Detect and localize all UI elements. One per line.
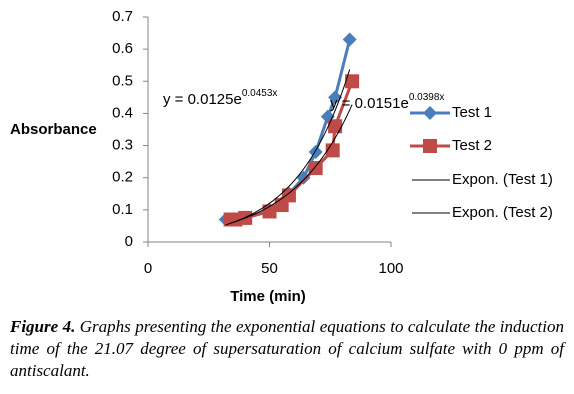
trendline-equation: y = 0.0125e0.0453x — [163, 88, 277, 108]
marker — [281, 188, 296, 203]
caption-label: Figure 4. — [10, 317, 76, 336]
equation-exponent: 0.0398x — [409, 92, 445, 103]
marker — [345, 74, 360, 89]
y-tick-label: 0.7 — [112, 8, 133, 25]
y-tick-label: 0.4 — [112, 104, 133, 121]
equation-base: y = 0.0125e — [163, 91, 242, 108]
equation-base: y = 0.0151e — [330, 95, 409, 112]
marker — [308, 161, 323, 176]
y-tick-label: 0.1 — [112, 201, 133, 218]
y-tick-label: 0.6 — [112, 40, 133, 57]
y-tick-label: 0.2 — [112, 169, 133, 186]
caption: Figure 4. Graphs presenting the exponent… — [10, 316, 564, 382]
caption-text: Graphs presenting the exponential equati… — [10, 317, 564, 380]
y-axis-label: Absorbance — [10, 121, 97, 138]
x-axis-label: Time (min) — [230, 288, 306, 305]
marker — [342, 32, 357, 47]
legend-label: Test 1 — [452, 104, 492, 121]
equation-exponent: 0.0453x — [242, 88, 278, 99]
y-tick-label: 0 — [125, 233, 133, 250]
y-tick-label: 0.3 — [112, 137, 133, 154]
trendline — [225, 69, 351, 226]
marker — [308, 145, 323, 159]
legend-marker — [423, 106, 437, 120]
marker — [328, 119, 343, 134]
legend-label: Expon. (Test 2) — [452, 204, 553, 221]
x-tick-label: 100 — [378, 260, 403, 277]
x-tick-label: 0 — [144, 260, 152, 277]
trendline — [230, 104, 353, 224]
legend-label: Expon. (Test 1) — [452, 171, 553, 188]
legend-marker — [423, 139, 437, 153]
legend-label: Test 2 — [452, 137, 492, 154]
x-tick-label: 50 — [261, 260, 278, 277]
trendline-equation: y = 0.0151e0.0398x — [330, 92, 444, 112]
chart: Absorbance Time (min) 0 0.1 0.2 0.3 0.4 0.5 0.… — [10, 8, 553, 305]
y-tick-label: 0.5 — [112, 72, 133, 89]
